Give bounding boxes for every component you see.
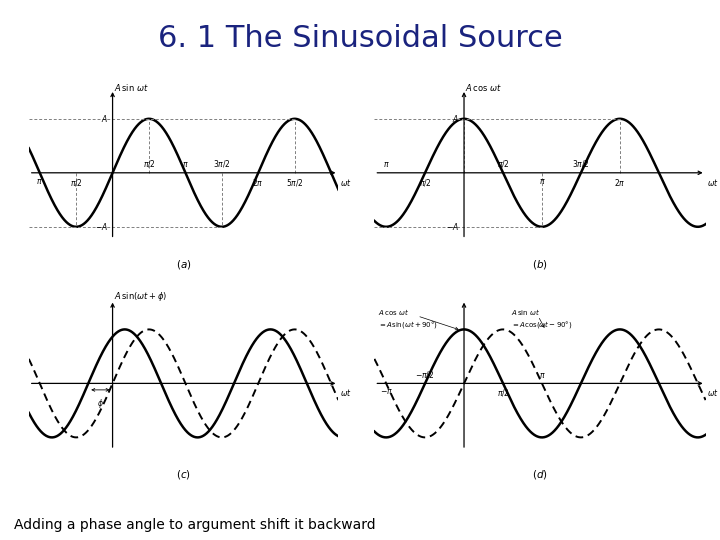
- Text: $-\pi$: $-\pi$: [379, 387, 392, 396]
- Text: $\pi/2$: $\pi/2$: [497, 387, 510, 398]
- Text: $2\pi$: $2\pi$: [614, 177, 626, 187]
- Text: $\pi$: $\pi$: [37, 177, 43, 186]
- Text: $\omega t$: $\omega t$: [707, 177, 719, 187]
- Text: $\pi/2$: $\pi/2$: [70, 177, 83, 187]
- Text: $(c)$: $(c)$: [176, 468, 191, 481]
- Text: $5\pi/2$: $5\pi/2$: [286, 177, 304, 187]
- Text: $A\,\cos\,\omega t$
$=A\sin(\omega t+90°)$: $A\,\cos\,\omega t$ $=A\sin(\omega t+90°…: [378, 307, 438, 330]
- Text: Adding a phase angle to argument shift it backward: Adding a phase angle to argument shift i…: [14, 518, 376, 532]
- Text: $-A$: $-A$: [95, 221, 109, 232]
- Text: $\pi$: $\pi$: [539, 177, 545, 186]
- Text: $\pi/2$: $\pi/2$: [418, 177, 431, 187]
- Text: $-A$: $-A$: [446, 221, 459, 232]
- Text: $\pi$: $\pi$: [182, 160, 189, 169]
- Text: $A$: $A$: [452, 113, 459, 124]
- Text: $\omega t$: $\omega t$: [340, 177, 351, 187]
- Text: $(d)$: $(d)$: [532, 468, 548, 481]
- Text: $3\pi/2$: $3\pi/2$: [213, 158, 230, 169]
- Text: $\pi/2$: $\pi/2$: [497, 158, 510, 169]
- Text: $\pi$: $\pi$: [539, 370, 545, 380]
- Text: $\pi$: $\pi$: [383, 160, 390, 169]
- Text: $\omega t$: $\omega t$: [340, 387, 351, 398]
- Text: $\omega t$: $\omega t$: [707, 387, 719, 398]
- Text: $A\,\cos\,\omega t$: $A\,\cos\,\omega t$: [465, 82, 502, 93]
- Text: $-\pi/2$: $-\pi/2$: [415, 369, 435, 380]
- Text: $A\,\sin\,\omega t$
$=A\cos(\omega t-90°)$: $A\,\sin\,\omega t$ $=A\cos(\omega t-90°…: [510, 307, 572, 330]
- Text: $A\,\sin(\omega t+\phi)$: $A\,\sin(\omega t+\phi)$: [114, 291, 167, 303]
- Text: $2\pi$: $2\pi$: [253, 177, 264, 187]
- Text: $\phi$: $\phi$: [97, 397, 104, 410]
- Text: 6. 1 The Sinusoidal Source: 6. 1 The Sinusoidal Source: [158, 24, 562, 53]
- Text: $A\,\sin\,\omega t$: $A\,\sin\,\omega t$: [114, 82, 148, 93]
- Text: $(b)$: $(b)$: [532, 258, 548, 271]
- Text: $3\pi/2$: $3\pi/2$: [572, 158, 590, 169]
- Text: $A$: $A$: [102, 113, 109, 124]
- Text: $\pi/2$: $\pi/2$: [143, 158, 156, 169]
- Text: $(a)$: $(a)$: [176, 258, 192, 271]
